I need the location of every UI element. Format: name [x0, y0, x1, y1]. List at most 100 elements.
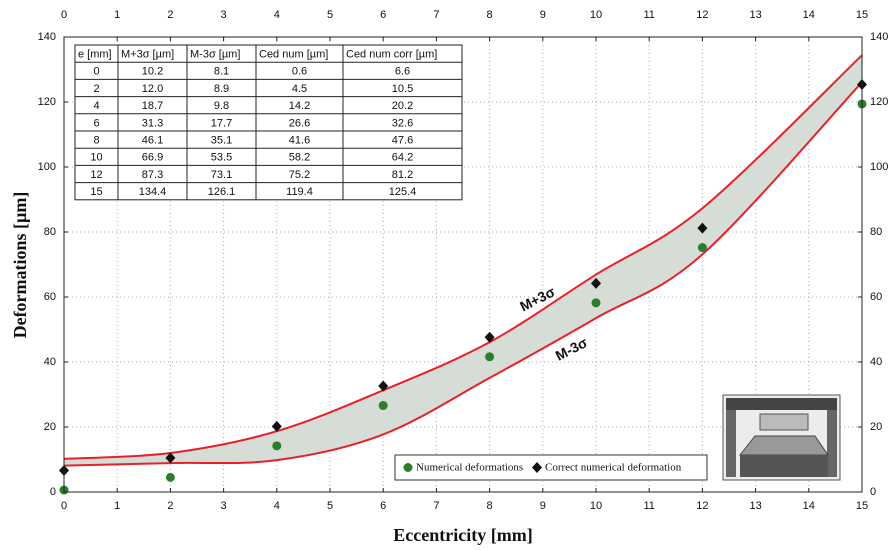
x-tick-label: 4 [274, 500, 280, 512]
inset-part [827, 410, 837, 477]
table-cell: 10 [90, 152, 102, 164]
y-tick-label: 60 [870, 291, 882, 303]
table-cell: 125.4 [389, 186, 417, 198]
table-cell: 8 [93, 135, 99, 147]
y-tick-label: 0 [870, 486, 876, 498]
table-cell: 87.3 [142, 169, 163, 181]
y-tick-label: 20 [870, 421, 882, 433]
x-axis-title: Eccentricity [mm] [393, 525, 532, 545]
x-tick-label: 8 [487, 500, 493, 512]
point [698, 243, 707, 252]
x-tick-label: 7 [433, 9, 439, 21]
x-tick-label: 12 [696, 9, 708, 21]
inset-part [740, 436, 828, 455]
table-cell: 0.6 [292, 66, 307, 78]
table-cell: 75.2 [289, 169, 310, 181]
table-cell: 31.3 [142, 117, 163, 129]
data-table: e [mm]M+3σ [µm]M-3σ [µm]Ced num [µm]Ced … [75, 45, 462, 200]
table-cell: 58.2 [289, 152, 310, 164]
table-cell: 134.4 [139, 186, 167, 198]
point [272, 441, 281, 450]
table-cell: 47.6 [392, 135, 413, 147]
table-cell: 66.9 [142, 152, 163, 164]
x-tick-label: 2 [167, 9, 173, 21]
point [379, 401, 388, 410]
x-tick-label: 9 [540, 9, 546, 21]
x-tick-label: 11 [643, 9, 654, 21]
x-tick-label: 7 [433, 500, 439, 512]
x-tick-label: 15 [856, 500, 868, 512]
table-cell: 53.5 [211, 152, 232, 164]
x-tick-label: 3 [221, 500, 227, 512]
x-tick-label: 14 [803, 9, 815, 21]
table-header: Ced num corr [µm] [346, 49, 437, 61]
x-tick-label: 2 [167, 500, 173, 512]
table-header: Ced num [µm] [259, 49, 328, 61]
inset-part [760, 414, 808, 430]
x-tick-label: 1 [114, 500, 120, 512]
y-tick-label: 140 [38, 31, 56, 43]
table-header: M+3σ [µm] [121, 49, 174, 61]
x-tick-label: 13 [749, 500, 761, 512]
table-cell: 73.1 [211, 169, 232, 181]
table-cell: 12.0 [142, 83, 163, 95]
x-tick-label: 12 [696, 500, 708, 512]
x-tick-label: 4 [274, 9, 280, 21]
x-tick-label: 5 [327, 9, 333, 21]
x-tick-label: 15 [856, 9, 868, 21]
legend-label: Numerical deformations [416, 462, 523, 474]
table-cell: 2 [93, 83, 99, 95]
y-tick-label: 20 [44, 421, 56, 433]
x-tick-label: 0 [61, 9, 67, 21]
table-cell: 15 [90, 186, 102, 198]
table-cell: 4.5 [292, 83, 307, 95]
table-cell: 14.2 [289, 100, 310, 112]
table-cell: 9.8 [214, 100, 229, 112]
table-cell: 6 [93, 117, 99, 129]
x-tick-label: 6 [380, 9, 386, 21]
y-tick-label: 80 [870, 226, 882, 238]
chart: 0011223344556677889910101111121213131414… [0, 0, 892, 550]
table-cell: 81.2 [392, 169, 413, 181]
inset-part [726, 410, 736, 477]
y-tick-label: 0 [50, 486, 56, 498]
x-tick-label: 1 [114, 9, 120, 21]
legend: Numerical deformations Correct numerical… [395, 455, 707, 480]
y-tick-label: 100 [38, 161, 56, 173]
table-cell: 10.5 [392, 83, 413, 95]
x-tick-label: 9 [540, 500, 546, 512]
x-tick-label: 8 [487, 9, 493, 21]
y-tick-label: 60 [44, 291, 56, 303]
x-tick-label: 10 [590, 500, 602, 512]
x-tick-label: 5 [327, 500, 333, 512]
table-cell: 8.9 [214, 83, 229, 95]
table-cell: 26.6 [289, 117, 310, 129]
table-cell: 0 [93, 66, 99, 78]
point [592, 298, 601, 307]
table-cell: 32.6 [392, 117, 413, 129]
table-header: e [mm] [78, 49, 112, 61]
x-tick-label: 3 [221, 9, 227, 21]
y-tick-label: 140 [870, 31, 888, 43]
inset-image [723, 395, 840, 480]
inset-part [726, 398, 837, 410]
x-tick-label: 10 [590, 9, 602, 21]
table-cell: 35.1 [211, 135, 232, 147]
table-cell: 18.7 [142, 100, 163, 112]
legend-marker [404, 463, 413, 472]
y-tick-label: 80 [44, 226, 56, 238]
table-cell: 8.1 [214, 66, 229, 78]
x-tick-label: 13 [749, 9, 761, 21]
table-cell: 126.1 [208, 186, 236, 198]
y-tick-label: 120 [870, 96, 888, 108]
table-cell: 64.2 [392, 152, 413, 164]
table-cell: 6.6 [395, 66, 410, 78]
table-cell: 41.6 [289, 135, 310, 147]
table-cell: 20.2 [392, 100, 413, 112]
y-tick-label: 120 [38, 96, 56, 108]
table-cell: 10.2 [142, 66, 163, 78]
x-tick-label: 11 [643, 500, 654, 512]
point [166, 473, 175, 482]
table-cell: 12 [90, 169, 102, 181]
y-tick-label: 40 [44, 356, 56, 368]
